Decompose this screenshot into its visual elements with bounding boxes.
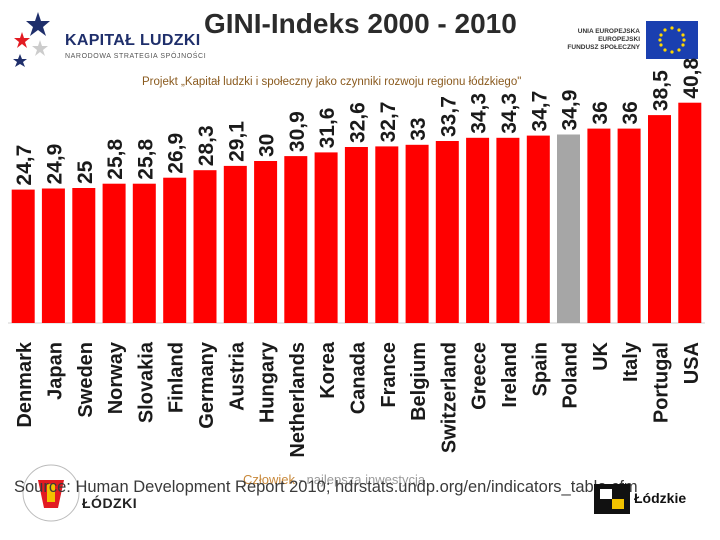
lodzkie-logo-icon <box>594 484 630 514</box>
slogan: Człowiek - najlepsza inwestycja <box>243 472 425 487</box>
slogan-highlight: Człowiek <box>243 472 296 487</box>
value-label-austria: 29,1 <box>225 121 248 162</box>
source-note: Source: Human Development Report 2010; h… <box>14 478 638 496</box>
bar-ireland <box>496 137 520 323</box>
bar-canada <box>344 147 368 323</box>
slogan-rest: - najlepsza inwestycja <box>295 472 426 487</box>
bar-norway <box>102 183 126 323</box>
category-label-greece: Greece <box>469 342 491 410</box>
category-label-netherlands: Netherlands <box>287 342 309 458</box>
value-label-italy: 36 <box>619 101 642 124</box>
value-label-portugal: 38,5 <box>650 70 673 111</box>
bar-spain <box>526 135 550 323</box>
page-title: GINI-Indeks 2000 - 2010 <box>204 8 517 39</box>
value-label-korea: 31,6 <box>316 108 339 149</box>
bar-korea <box>314 152 338 323</box>
eu-label-line-3: FUNDUSZ SPOŁECZNY <box>567 44 640 51</box>
category-label-slovakia: Slovakia <box>135 341 157 423</box>
category-label-finland: Finland <box>166 342 188 413</box>
bar-greece <box>466 137 490 323</box>
value-label-usa: 40,8 <box>680 58 703 99</box>
bar-netherlands <box>284 156 308 323</box>
kapital-ludzki-stars-icon <box>10 10 60 72</box>
value-label-netherlands: 30,9 <box>286 111 309 152</box>
bar-portugal <box>648 115 671 323</box>
bar-sweden <box>72 188 96 323</box>
eu-flag-icon <box>646 21 698 59</box>
category-label-spain: Spain <box>529 342 551 396</box>
kapital-ludzki-logo: KAPITAŁ LUDZKI NARODOWA STRATEGIA SPÓJNO… <box>10 10 206 72</box>
category-label-usa: USA <box>681 342 703 384</box>
value-label-ireland: 34,3 <box>498 93 521 134</box>
bar-finland <box>163 177 187 323</box>
category-label-austria: Austria <box>226 341 248 411</box>
value-label-poland: 34,9 <box>559 90 582 131</box>
category-label-norway: Norway <box>105 341 127 414</box>
value-label-belgium: 33 <box>407 117 430 140</box>
category-label-canada: Canada <box>347 341 369 414</box>
bar-austria <box>223 165 247 323</box>
category-label-japan: Japan <box>44 342 66 400</box>
eu-label-line-1: UNIA EUROPEJSKA <box>577 28 640 35</box>
eu-label-line-2: EUROPEJSKI <box>598 36 640 43</box>
kapital-ludzki-subtitle: NARODOWA STRATEGIA SPÓJNOŚCI <box>65 53 207 60</box>
value-label-canada: 32,6 <box>346 102 369 143</box>
lodzki-emblem-icon <box>22 464 80 522</box>
value-label-denmark: 24,7 <box>13 145 36 186</box>
value-label-hungary: 30 <box>256 134 279 157</box>
bar-germany <box>193 170 217 323</box>
value-label-slovakia: 25,8 <box>134 139 157 180</box>
value-label-finland: 26,9 <box>165 133 188 174</box>
category-label-belgium: Belgium <box>408 342 430 421</box>
category-label-ireland: Ireland <box>499 342 521 408</box>
value-label-spain: 34,7 <box>528 91 551 132</box>
category-label-uk: UK <box>590 341 612 370</box>
value-label-greece: 34,3 <box>468 93 491 134</box>
category-label-sweden: Sweden <box>75 342 97 418</box>
category-label-italy: Italy <box>620 341 642 382</box>
category-label-portugal: Portugal <box>651 342 673 423</box>
kapital-ludzki-title: KAPITAŁ LUDZKI <box>65 32 201 49</box>
value-label-sweden: 25 <box>74 160 97 184</box>
value-label-switzerland: 33,7 <box>437 96 460 137</box>
bar-japan <box>41 188 65 323</box>
category-label-germany: Germany <box>196 341 218 429</box>
bar-poland <box>557 134 580 323</box>
category-label-poland: Poland <box>560 342 582 409</box>
bar-uk <box>587 128 611 323</box>
value-label-japan: 24,9 <box>43 144 66 185</box>
bar-hungary <box>254 161 278 323</box>
bar-italy <box>617 128 641 323</box>
bar-slovakia <box>132 183 156 323</box>
bar-france <box>375 146 399 323</box>
eu-label: UNIA EUROPEJSKA EUROPEJSKI FUNDUSZ SPOŁE… <box>545 28 640 52</box>
value-label-germany: 28,3 <box>195 125 218 166</box>
category-label-denmark: Denmark <box>14 341 36 427</box>
bar-denmark <box>11 189 35 323</box>
project-subtitle: Projekt „Kapitał ludzki i społeczny jako… <box>142 76 522 88</box>
value-label-uk: 36 <box>589 101 612 124</box>
lodzkie-logo-text: Łódzkie <box>634 490 687 506</box>
value-label-norway: 25,8 <box>104 139 127 180</box>
footer-brand-text: ŁÓDZKI <box>82 495 138 511</box>
bar-switzerland <box>435 141 459 323</box>
bar-usa <box>678 102 702 323</box>
category-label-hungary: Hungary <box>257 341 279 423</box>
category-label-korea: Korea <box>317 341 339 399</box>
category-label-switzerland: Switzerland <box>438 342 460 453</box>
value-label-france: 32,7 <box>377 102 400 143</box>
category-label-france: France <box>378 342 400 408</box>
bar-belgium <box>405 144 429 323</box>
